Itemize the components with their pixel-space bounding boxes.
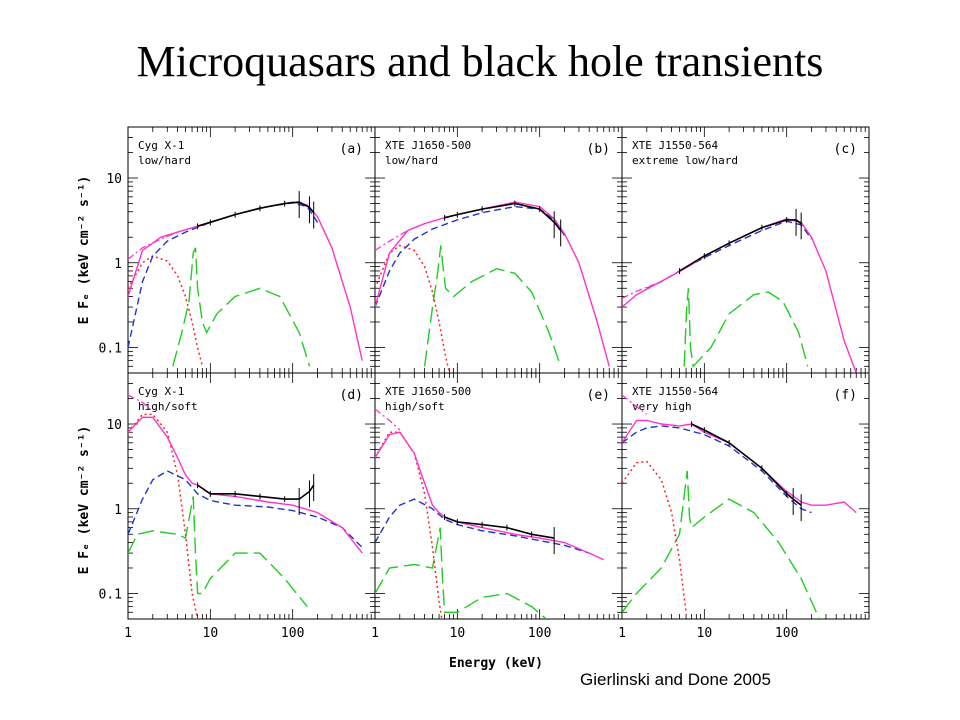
series-reflection (172, 247, 311, 367)
panels-layer: 0.1 1 10 Cyg X-1 low/hard (a) XTE J1650-500 low… (99, 126, 870, 641)
panel-plot-area (622, 208, 857, 373)
series-total (375, 431, 604, 561)
panel-tag: (e) (587, 388, 610, 403)
panel-source-label: XTE J1650-500 (385, 139, 471, 152)
x-tick-label: 1 (618, 626, 626, 641)
panel-tag: (f) (834, 388, 857, 403)
series-reflection (683, 288, 809, 368)
panel-e: 1 10 100 XTE J1650-500 high/soft (e) (371, 372, 623, 641)
x-tick-label: 10 (203, 626, 219, 641)
slide-title: Microquasars and black hole transients (136, 37, 824, 86)
y-axis-title-bottom: E Fₑ (keV cm⁻² s⁻¹) (77, 426, 92, 575)
series-comptonised (128, 470, 363, 548)
panel-frame (621, 372, 870, 620)
series-reflection (423, 245, 562, 367)
panel-plot-area (622, 394, 857, 619)
panel-state-label: low/hard (138, 154, 191, 167)
y-tick-label: 10 (106, 418, 122, 433)
series-disc (375, 244, 451, 373)
series-reflection (622, 470, 821, 619)
x-axis-title: Energy (keV) (449, 656, 543, 671)
panel-a: 0.1 1 10 Cyg X-1 low/hard (a) (99, 126, 376, 374)
series-dashdot (128, 231, 178, 260)
panel-state-label: extreme low/hard (632, 154, 738, 167)
data-trace (679, 219, 802, 272)
series-disc (128, 413, 199, 619)
data-trace (197, 201, 315, 227)
panel-plot-area (128, 191, 363, 367)
series-total (128, 201, 363, 361)
series-comptonised (646, 220, 813, 289)
x-tick-label: 1 (371, 626, 379, 641)
panel-source-label: XTE J1550-564 (632, 139, 718, 152)
panel-plot-area (375, 408, 604, 619)
data-trace (444, 202, 562, 231)
panel-tag: (c) (834, 142, 857, 157)
series-reflection (375, 527, 547, 619)
y-tick-label: 1 (114, 257, 122, 272)
y-tick-label: 0.1 (99, 341, 122, 356)
series-comptonised (375, 205, 566, 308)
panel-f: 1 10 100 XTE J1550-564 very high (f) (618, 372, 870, 641)
y-tick-label: 0.1 (99, 587, 122, 602)
panel-source-label: Cyg X-1 (138, 139, 184, 152)
series-total (622, 218, 857, 373)
x-tick-label: 100 (281, 626, 304, 641)
panel-source-label: XTE J1550-564 (632, 385, 718, 398)
panel-state-label: high/soft (138, 400, 198, 413)
panel-state-label: low/hard (385, 154, 438, 167)
series-comptonised (375, 498, 590, 554)
panel-tag: (a) (340, 142, 363, 157)
panel-source-label: Cyg X-1 (138, 385, 184, 398)
panel-c: XTE J1550-564 extreme low/hard (c) (621, 126, 870, 374)
series-total (375, 201, 610, 367)
data-trace (197, 484, 315, 500)
figure-credit: Gierlinski and Done 2005 (580, 670, 771, 689)
y-tick-label: 1 (114, 503, 122, 518)
series-dashdot (622, 394, 648, 415)
panel-tag: (d) (340, 388, 363, 403)
series-dashdot (622, 283, 656, 299)
y-tick-label: 10 (106, 172, 122, 187)
x-tick-label: 1 (124, 626, 132, 641)
panel-tag: (b) (587, 142, 610, 157)
x-tick-label: 100 (775, 626, 798, 641)
series-reflection (128, 496, 308, 608)
panel-plot-area (375, 200, 610, 373)
series-comptonised (622, 425, 812, 514)
panel-plot-area (128, 394, 363, 619)
panel-state-label: high/soft (385, 400, 445, 413)
panel-b: XTE J1650-500 low/hard (b) (374, 126, 623, 374)
series-dashdot (128, 394, 154, 413)
panel-source-label: XTE J1650-500 (385, 385, 471, 398)
panel-state-label: very high (632, 400, 692, 413)
series-comptonised (128, 202, 319, 348)
series-disc (375, 431, 443, 619)
series-disc (622, 460, 687, 613)
data-trace (444, 516, 555, 539)
panel-d: 1 10 100 0.1 1 10 Cyg X-1 high/soft (d) (99, 372, 376, 641)
x-tick-label: 10 (450, 626, 466, 641)
series-dashdot (375, 408, 401, 431)
x-tick-label: 100 (528, 626, 551, 641)
series-total (622, 419, 857, 514)
x-tick-label: 10 (697, 626, 713, 641)
y-axis-title-top: E Fₑ (keV cm⁻² s⁻¹) (77, 176, 92, 325)
series-disc (128, 255, 204, 367)
